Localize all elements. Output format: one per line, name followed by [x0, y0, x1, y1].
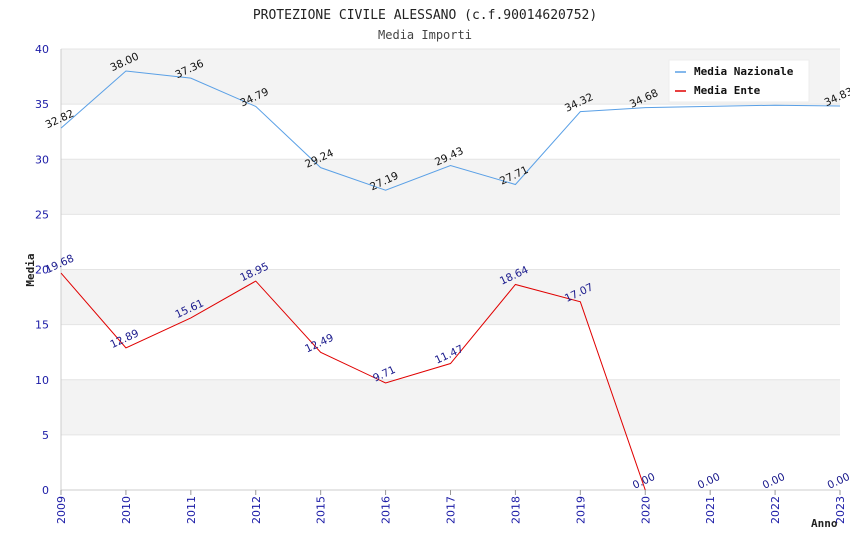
y-tick-label: 35 — [35, 98, 49, 111]
y-tick-label: 25 — [35, 208, 49, 221]
legend-box — [668, 59, 810, 103]
series-lines — [60, 70, 841, 491]
grid-bands — [61, 49, 840, 490]
grid-band — [61, 159, 840, 215]
y-tick-label: 0 — [42, 484, 49, 497]
y-tick-label: 20 — [35, 264, 49, 277]
x-tick-label: 2022 — [769, 496, 782, 524]
y-tick-label: 15 — [35, 319, 49, 332]
x-tick-label: 2018 — [509, 496, 522, 524]
y-axis-ticks: 0 5 10 15 20 25 30 35 40 — [35, 43, 49, 497]
chart-title: PROTEZIONE CIVILE ALESSANO (c.f.90014620… — [253, 8, 597, 23]
y-tick-label: 40 — [35, 43, 49, 56]
x-tick-label: 2021 — [704, 496, 717, 524]
x-tick-label: 2011 — [185, 496, 198, 524]
legend: Media Nazionale Media Ente — [668, 59, 810, 103]
x-tick-label: 2010 — [120, 496, 133, 524]
x-tick-label: 2020 — [639, 496, 652, 524]
chart-subtitle: Media Importi — [378, 28, 472, 42]
x-tick-label: 2015 — [315, 496, 328, 524]
y-tick-label: 10 — [35, 374, 49, 387]
grid-band — [61, 324, 840, 380]
x-tick-label: 2017 — [445, 496, 458, 524]
grid-band — [61, 434, 840, 490]
grid-band — [61, 269, 840, 325]
x-axis-label: Anno — [811, 517, 838, 530]
x-tick-label: 2023 — [834, 496, 847, 524]
grid-band — [61, 214, 840, 270]
x-tick-label: 2016 — [380, 496, 393, 524]
grid-band — [61, 104, 840, 160]
x-axis-ticks: 2009 2010 2011 2012 2015 2016 2017 2018 2019 2020… — [55, 490, 847, 524]
x-tick-label: 2019 — [574, 496, 587, 524]
x-tick-label: 2012 — [250, 496, 263, 524]
x-tick-label: 2009 — [55, 496, 68, 524]
grid-band — [61, 379, 840, 435]
y-tick-label: 30 — [35, 153, 49, 166]
y-axis-label: Media — [24, 253, 37, 286]
series-line-media-ente — [60, 272, 646, 491]
series-line-media-nazionale — [60, 70, 841, 191]
y-tick-label: 5 — [42, 429, 49, 442]
legend-label-media-nazionale: Media Nazionale — [694, 65, 794, 78]
legend-label-media-ente: Media Ente — [694, 84, 761, 97]
